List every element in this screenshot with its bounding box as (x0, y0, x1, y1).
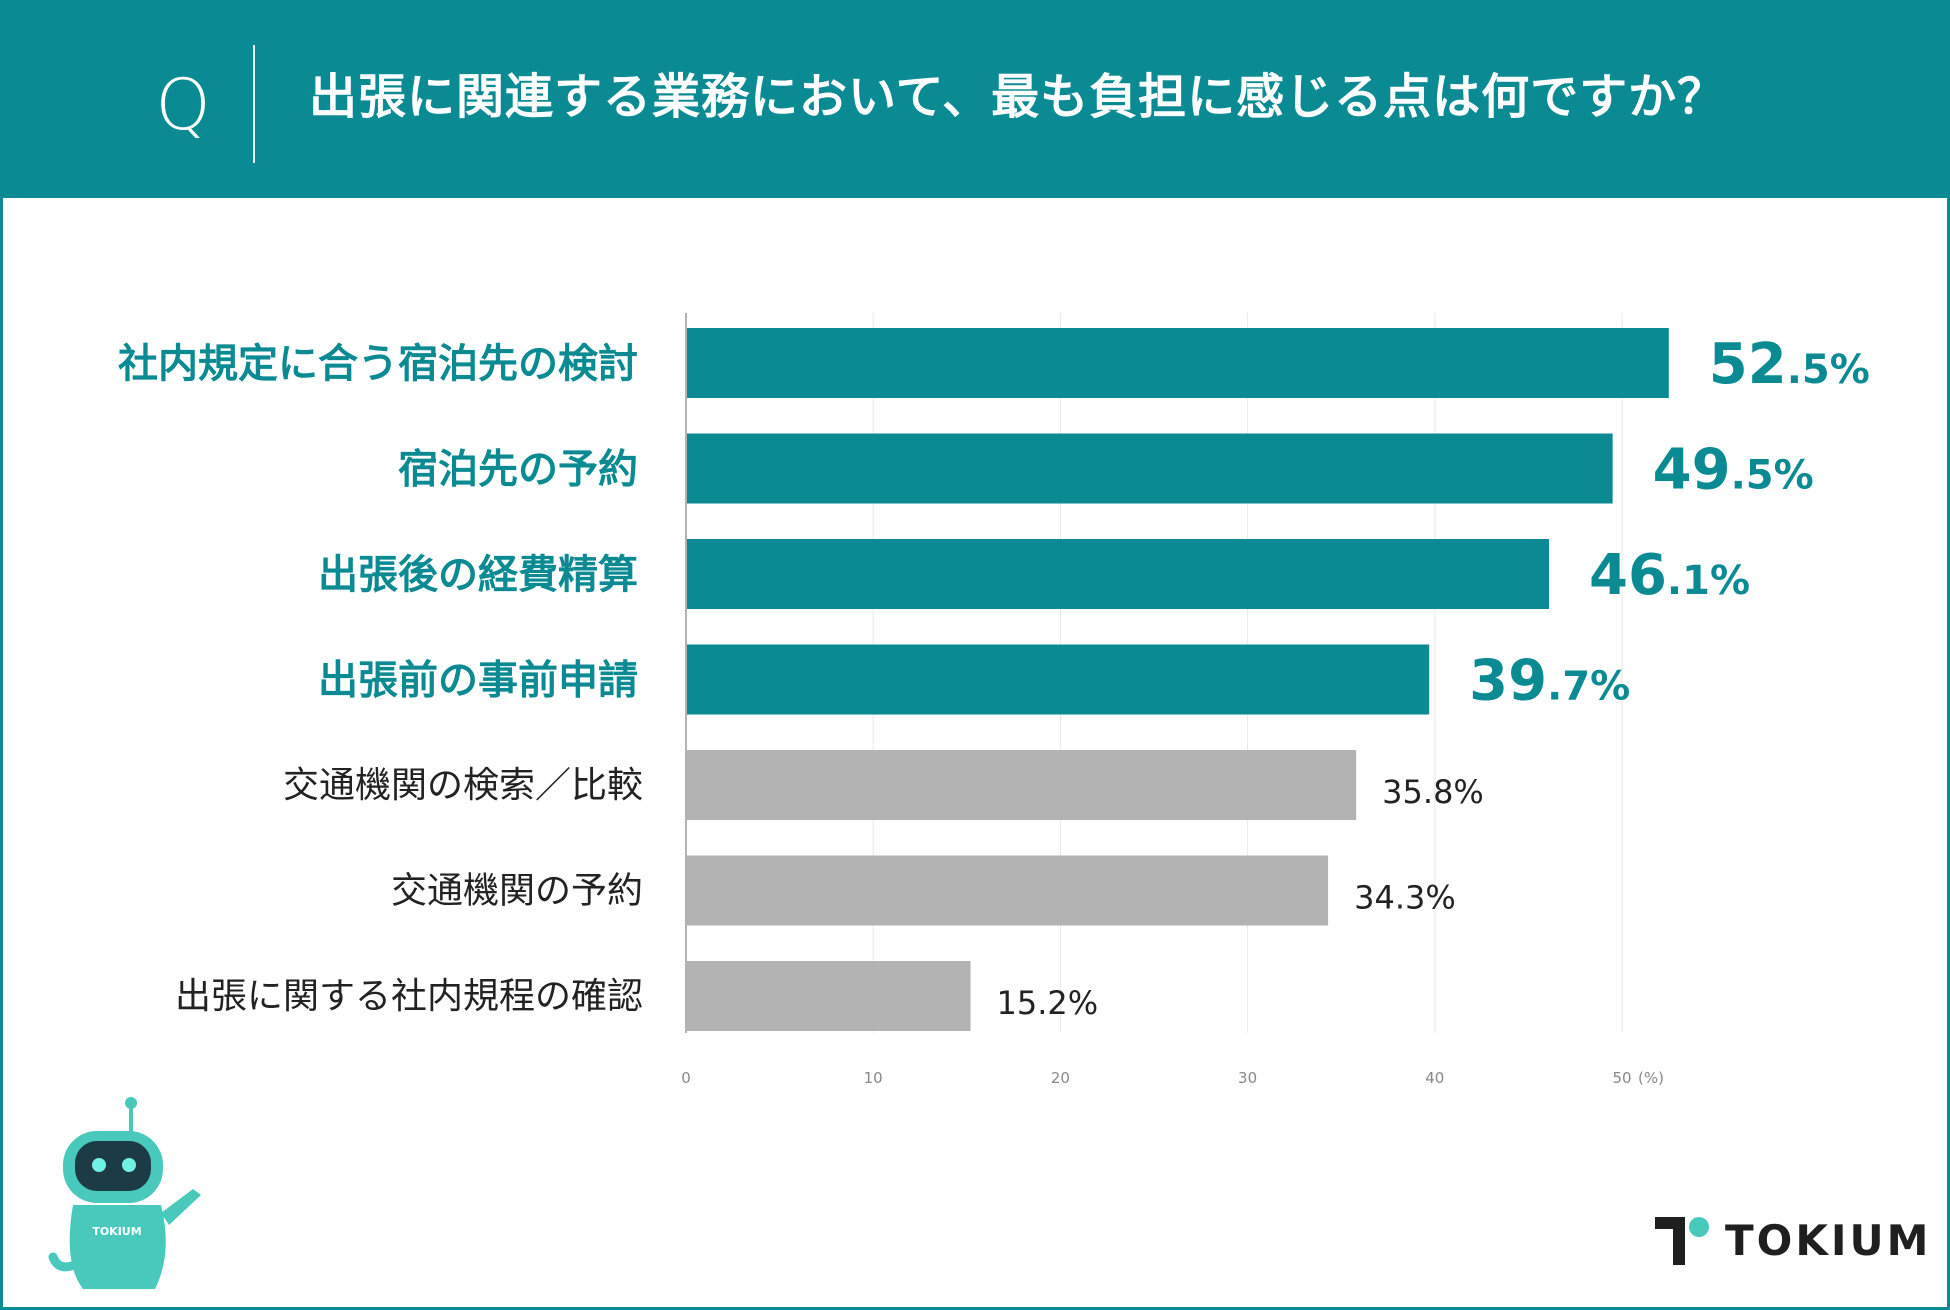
value-label: 34.3% (1354, 879, 1456, 917)
value-label: 35.8% (1382, 773, 1484, 811)
value-label: 49.5% (1653, 438, 1814, 503)
bar (687, 750, 1357, 820)
bar (687, 328, 1669, 398)
category-label: 出張前の事前申請 (318, 658, 638, 704)
x-tick-label: 50 (1612, 1069, 1631, 1087)
logo-text: TOKIUM (1725, 1216, 1932, 1265)
category-label: 社内規定に合う宿泊先の検討 (118, 341, 638, 387)
bar (687, 539, 1549, 609)
category-label: 出張後の経費精算 (318, 552, 638, 598)
x-unit-label: (%) (1638, 1069, 1664, 1087)
bar-chart: 0 10 20 30 40 50 (%) 社内規定に合う宿泊先の検討 52.5% 宿泊先の予約 49… (118, 313, 1870, 1087)
value-label: 46.1% (1589, 543, 1750, 608)
category-label: 交通機関の予約 (391, 871, 643, 912)
bar (687, 961, 971, 1031)
bar (687, 644, 1430, 715)
value-label: 15.2% (997, 984, 1099, 1022)
tokium-mark-icon (1655, 1217, 1709, 1265)
x-tick-label: 30 (1238, 1069, 1257, 1087)
question-header: Q 出張に関連する業務において、最も負担に感じる点は何ですか？ (3, 3, 1950, 198)
bar (687, 855, 1329, 926)
mascot-badge-text: TOKIUM (92, 1225, 141, 1238)
q-letter: Q (155, 64, 211, 146)
x-tick-label: 20 (1051, 1069, 1070, 1087)
category-label: 交通機関の検索／比較 (283, 765, 643, 806)
x-tick-label: 40 (1425, 1069, 1444, 1087)
x-tick-label: 0 (681, 1069, 691, 1087)
header-divider (253, 45, 255, 163)
question-title: 出張に関連する業務において、最も負担に感じる点は何ですか？ (309, 69, 1727, 125)
value-label: 52.5% (1709, 332, 1870, 397)
value-label: 39.7% (1469, 649, 1630, 714)
robot-mascot-icon: TOKIUM (48, 1097, 201, 1289)
category-label: 宿泊先の予約 (398, 447, 638, 493)
bar (687, 433, 1613, 504)
x-tick-label: 10 (864, 1069, 883, 1087)
category-label: 出張に関する社内規程の確認 (175, 976, 643, 1017)
